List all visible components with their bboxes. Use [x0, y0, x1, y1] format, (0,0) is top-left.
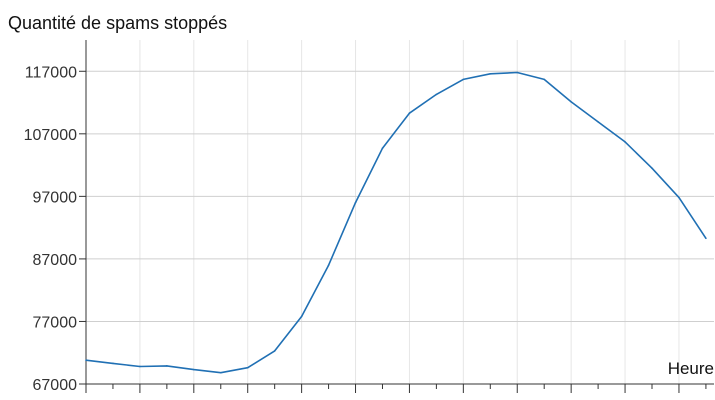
axes: 67000 77000 87000 97000 107000 117000	[24, 40, 714, 394]
data-point	[408, 112, 411, 114]
y-tick-label: 107000	[24, 127, 77, 144]
y-axis-label: Quantité de spams stoppés	[8, 13, 227, 33]
data-point	[624, 141, 626, 143]
data-point	[435, 93, 438, 96]
data-point	[85, 359, 87, 362]
data-point	[462, 78, 465, 81]
data-point	[543, 78, 545, 81]
data-point	[381, 147, 384, 150]
data-point	[489, 72, 492, 75]
data-point	[327, 264, 330, 266]
data-point	[112, 362, 114, 365]
data-point	[193, 368, 195, 371]
x-axis-label: Heure	[668, 359, 714, 378]
y-tick-label: 97000	[33, 189, 78, 206]
data-point	[516, 71, 519, 74]
y-tick-label: 117000	[25, 64, 77, 81]
y-tick-label: 87000	[33, 252, 78, 269]
data-point	[705, 237, 707, 240]
data-point	[246, 366, 249, 369]
y-tick-label: 77000	[33, 314, 78, 331]
data-point	[166, 365, 168, 367]
data-point	[651, 167, 653, 170]
data-point	[273, 350, 276, 352]
data-point	[354, 201, 357, 204]
series-layer	[85, 71, 707, 374]
data-point	[300, 315, 303, 318]
y-tick-label: 67000	[33, 377, 78, 394]
series-line	[85, 71, 707, 374]
data-point	[219, 371, 222, 374]
data-point	[597, 121, 599, 123]
data-point	[678, 196, 680, 199]
data-point	[570, 101, 572, 103]
grid-lines	[86, 40, 714, 385]
data-point	[139, 365, 141, 368]
